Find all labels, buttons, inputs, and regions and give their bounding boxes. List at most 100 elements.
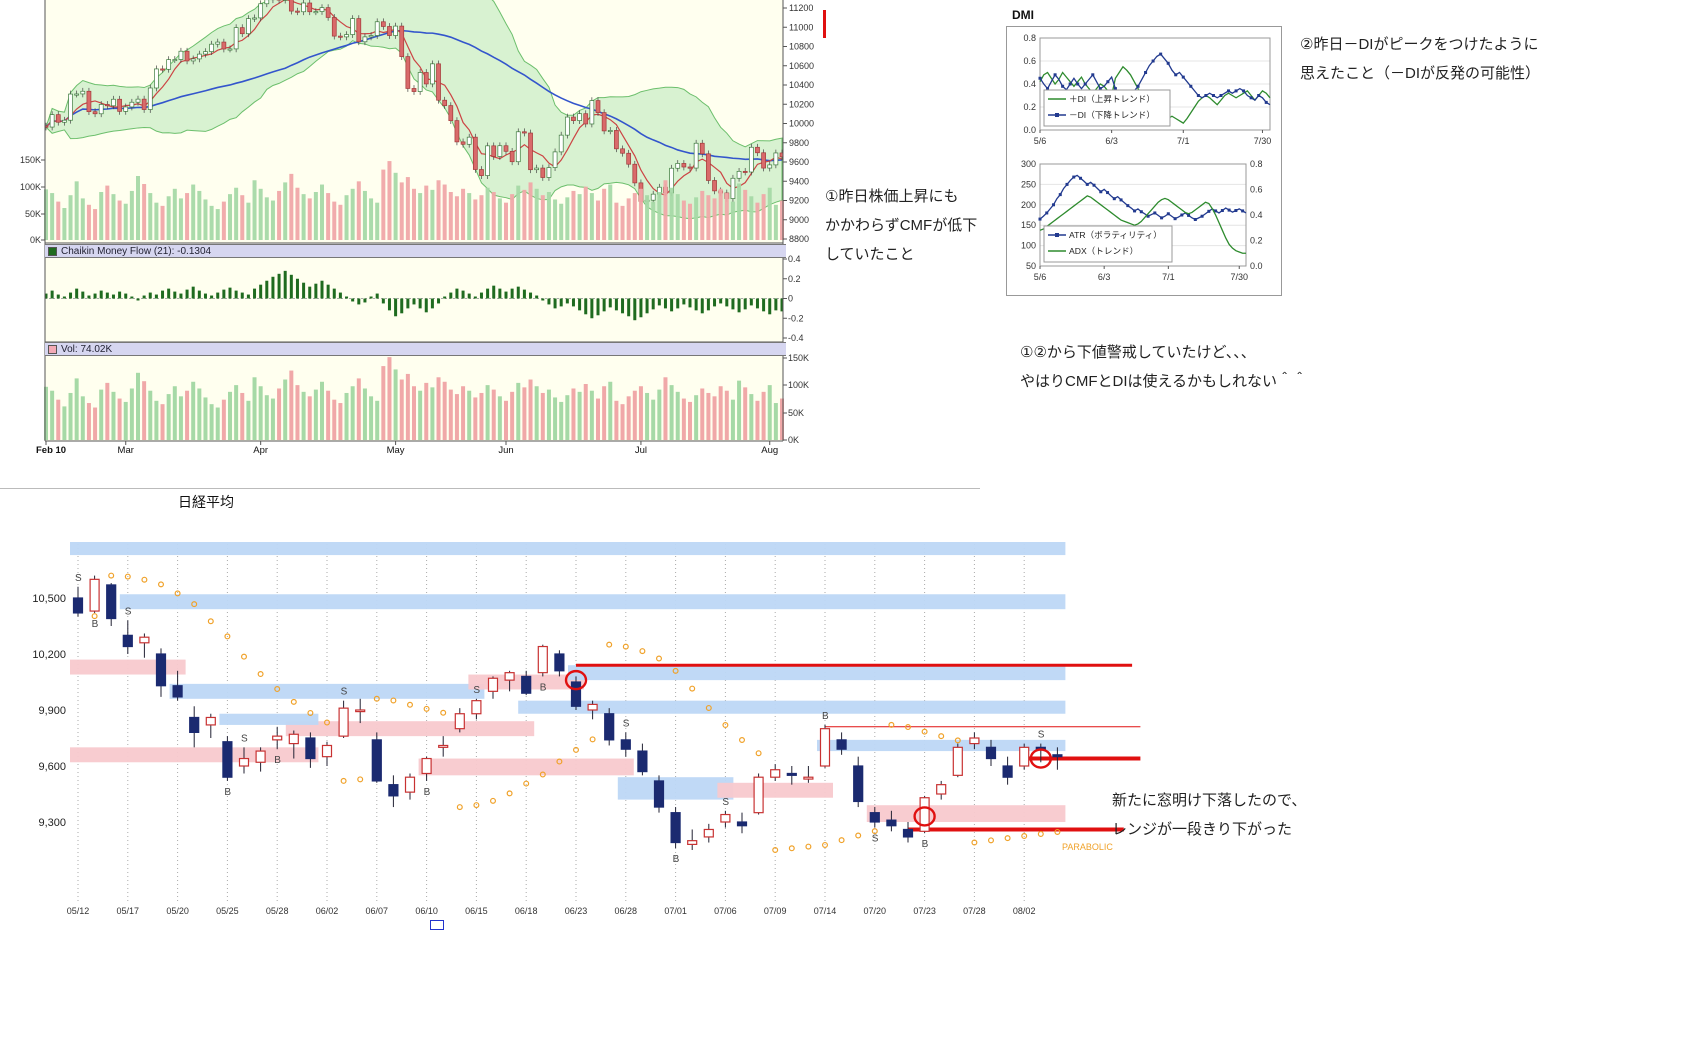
svg-text:S: S [125, 606, 132, 617]
highlight-circle [564, 669, 588, 691]
svg-text:0K: 0K [30, 235, 41, 245]
svg-text:100K: 100K [788, 380, 809, 390]
svg-text:9800: 9800 [789, 138, 809, 148]
svg-text:B: B [540, 682, 547, 693]
annotation-line: 新たに窓明け下落したので、 [1112, 792, 1307, 809]
dmi-legend-box [1043, 89, 1171, 127]
svg-text:B: B [673, 854, 680, 865]
svg-text:S: S [623, 718, 630, 729]
svg-text:0.6: 0.6 [1250, 185, 1263, 195]
svg-text:100K: 100K [20, 182, 41, 192]
svg-text:B: B [274, 755, 281, 766]
svg-text:150: 150 [1021, 220, 1036, 230]
svg-text:50K: 50K [25, 209, 41, 219]
svg-text:11200: 11200 [789, 3, 813, 13]
svg-text:10800: 10800 [789, 42, 814, 52]
svg-text:9200: 9200 [789, 196, 809, 206]
atr-adx-chart-canvas: 300 250 200 150 100 50 0.8 0.6 0.4 0.2 0.0 5/6 6/3 7/… [1008, 156, 1278, 292]
svg-text:S: S [75, 573, 82, 584]
svg-text:07/01: 07/01 [664, 906, 687, 916]
svg-text:06/23: 06/23 [565, 906, 588, 916]
svg-text:0.4: 0.4 [1023, 79, 1036, 89]
svg-text:07/14: 07/14 [814, 906, 837, 916]
cmf-header-label: Chaikin Money Flow (21): -0.1304 [61, 245, 212, 257]
svg-text:9,600: 9,600 [38, 761, 66, 773]
svg-text:S: S [341, 687, 348, 698]
svg-text:Jul: Jul [635, 445, 647, 456]
annotation-line: かかわらずCMFが低下 [825, 217, 978, 234]
range-bands [70, 542, 1066, 822]
svg-text:－DI（下降トレンド）: －DI（下降トレンド） [1069, 109, 1155, 120]
svg-text:0.4: 0.4 [788, 254, 801, 264]
svg-text:05/17: 05/17 [117, 906, 140, 916]
price-axis-current-marker [823, 10, 826, 38]
svg-text:Aug: Aug [761, 445, 778, 456]
svg-text:0.6: 0.6 [1023, 56, 1036, 66]
svg-text:6/3: 6/3 [1105, 136, 1118, 146]
svg-text:06/02: 06/02 [316, 906, 339, 916]
svg-text:05/12: 05/12 [67, 906, 90, 916]
nikkei-candles [72, 575, 1063, 850]
svg-text:9600: 9600 [789, 157, 809, 167]
svg-text:10600: 10600 [789, 61, 814, 71]
svg-text:0.0: 0.0 [1250, 261, 1263, 271]
svg-text:S: S [872, 834, 879, 845]
svg-text:Feb 10: Feb 10 [36, 445, 66, 456]
svg-text:10000: 10000 [789, 119, 814, 129]
svg-text:07/20: 07/20 [864, 906, 887, 916]
svg-text:＋DI（上昇トレンド）: ＋DI（上昇トレンド） [1069, 94, 1155, 104]
annotation-line: やはりCMFとDIは使えるかもしれない＾＾ [1020, 373, 1308, 390]
annotation-line: ①②から下値警戒していたけど、、、 [1020, 344, 1256, 361]
svg-text:05/20: 05/20 [166, 906, 189, 916]
vol-legend-swatch-icon [48, 344, 57, 354]
svg-text:10200: 10200 [789, 99, 814, 109]
svg-text:9,300: 9,300 [38, 817, 66, 829]
svg-text:05/28: 05/28 [266, 906, 289, 916]
svg-text:9000: 9000 [789, 215, 809, 225]
atr-legend-box [1043, 225, 1173, 263]
annotation-line: 思えたこと（－DIが反発の可能性） [1300, 65, 1541, 82]
svg-text:S: S [722, 797, 729, 808]
svg-text:B: B [922, 839, 929, 850]
svg-text:9400: 9400 [789, 176, 809, 186]
svg-text:S: S [241, 733, 248, 744]
svg-text:06/10: 06/10 [415, 906, 438, 916]
svg-text:PARABOLIC: PARABOLIC [1062, 842, 1113, 852]
svg-text:0.8: 0.8 [1023, 33, 1036, 43]
svg-text:Apr: Apr [253, 445, 268, 456]
svg-text:5/6: 5/6 [1034, 136, 1047, 146]
svg-text:150K: 150K [788, 353, 809, 363]
svg-text:0.8: 0.8 [1250, 159, 1263, 169]
annotation-line: ②昨日－DIがピークをつけたように [1300, 36, 1539, 53]
support-resistance-lines [576, 663, 1141, 832]
svg-text:-0.2: -0.2 [788, 313, 804, 323]
svg-text:May: May [387, 445, 405, 456]
bollinger-band [45, 0, 783, 220]
svg-text:B: B [822, 711, 829, 722]
svg-text:300: 300 [1021, 159, 1036, 169]
svg-text:9,900: 9,900 [38, 705, 66, 717]
svg-text:05/25: 05/25 [216, 906, 239, 916]
price-panel-series [45, 0, 783, 220]
highlight-circle [913, 806, 936, 827]
svg-text:0: 0 [788, 294, 793, 304]
svg-text:Jun: Jun [498, 445, 513, 456]
svg-text:7/30: 7/30 [1254, 136, 1272, 146]
annotation-line: レンジが一段きり下がった [1112, 821, 1293, 838]
svg-text:7/1: 7/1 [1162, 272, 1175, 282]
svg-text:10,500: 10,500 [32, 593, 66, 605]
annotation-di-note: ②昨日－DIがピークをつけたように 思えたこと（－DIが反発の可能性） [1300, 30, 1540, 88]
svg-text:Mar: Mar [118, 445, 134, 456]
annotation-line: していたこと [825, 246, 915, 263]
cmf-legend-swatch-icon [48, 246, 57, 256]
svg-text:11000: 11000 [789, 22, 813, 32]
svg-text:250: 250 [1021, 179, 1036, 189]
svg-text:B: B [424, 787, 431, 798]
volume-overlay-bars [44, 161, 784, 240]
svg-text:0.0: 0.0 [1023, 125, 1036, 135]
svg-text:0.4: 0.4 [1250, 210, 1263, 220]
parabolic-sar-dots [91, 572, 1061, 854]
svg-text:7/30: 7/30 [1230, 272, 1248, 282]
svg-text:07/09: 07/09 [764, 906, 787, 916]
svg-text:0.2: 0.2 [1023, 102, 1036, 112]
